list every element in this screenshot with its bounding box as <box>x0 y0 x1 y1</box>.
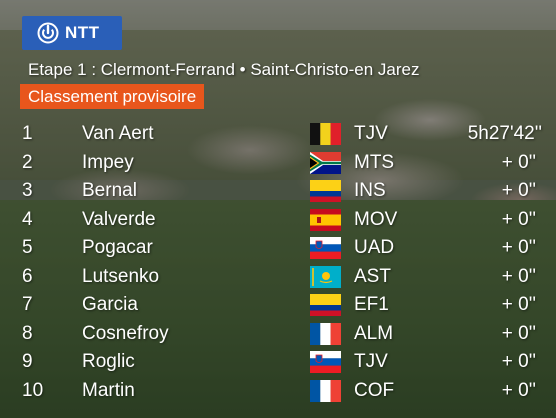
field <box>0 200 556 418</box>
logo-text: NTT <box>65 23 100 42</box>
standings-row: 9 Roglic TJV + 0'' <box>0 348 556 377</box>
rider-position: 2 <box>22 151 33 173</box>
team-code: AST <box>354 265 391 287</box>
rider-time: + 0'' <box>501 294 536 315</box>
rider-position: 3 <box>22 180 33 201</box>
rider-position: 9 <box>22 351 33 372</box>
rider-name: Garcia <box>82 294 138 315</box>
standings-row: 4 Valverde MOV + 0'' <box>0 206 556 235</box>
team-code: TJV <box>354 123 388 144</box>
rider-name: Bernal <box>82 180 137 201</box>
standings-row: 2 Impey MTS + 0'' <box>0 149 556 178</box>
standings-row: 6 Lutsenko AST + 0'' <box>0 263 556 292</box>
standings-table: 1 Van Aert TJV 5h27'42'' 2 Impey MTS + 0… <box>0 120 556 405</box>
rider-name: Roglic <box>82 351 135 372</box>
rider-time: + 0'' <box>501 151 536 173</box>
rider-time: + 0'' <box>501 351 536 372</box>
slovenia-flag-icon <box>310 237 341 259</box>
rider-name: Impey <box>82 151 134 173</box>
belgium-flag-icon <box>310 123 341 145</box>
rider-time: 5h27'42'' <box>467 123 542 144</box>
slovenia-flag-icon <box>310 351 341 373</box>
rider-name: Martin <box>82 379 135 401</box>
rider-name: Van Aert <box>82 123 154 144</box>
spain-flag-icon <box>310 208 341 231</box>
rider-position: 7 <box>22 294 33 315</box>
power-icon <box>37 22 59 44</box>
section-label: Classement provisoire <box>20 84 205 109</box>
stage-title: Etape 1 : Clermont-Ferrand • Saint-Chris… <box>28 60 420 79</box>
team-code: UAD <box>354 237 395 258</box>
rider-position: 8 <box>22 322 33 344</box>
standings-row: 7 Garcia EF1 + 0'' <box>0 291 556 320</box>
rider-name: Valverde <box>82 208 156 230</box>
team-code: ALM <box>354 322 394 344</box>
broadcaster-logo: NTT <box>22 16 122 50</box>
rider-time: + 0'' <box>501 180 536 201</box>
colombia-flag-icon <box>310 294 341 316</box>
south-africa-flag-icon <box>310 151 341 174</box>
standings-row: 1 Van Aert TJV 5h27'42'' <box>0 120 556 149</box>
rider-name: Cosnefroy <box>82 322 169 344</box>
standings-row: 5 Pogacar UAD + 0'' <box>0 234 556 263</box>
rider-name: Lutsenko <box>82 265 160 287</box>
france-flag-icon <box>310 379 341 402</box>
france-flag-icon <box>310 322 341 345</box>
rider-position: 1 <box>22 123 33 144</box>
rider-time: + 0'' <box>501 265 536 287</box>
standings-row: 10 Martin COF + 0'' <box>0 377 556 406</box>
rider-position: 6 <box>22 265 33 287</box>
kazakhstan-flag-icon <box>310 265 341 288</box>
rider-time: + 0'' <box>501 208 536 230</box>
team-code: EF1 <box>354 294 389 315</box>
rider-position: 4 <box>22 208 33 230</box>
team-code: MTS <box>354 151 395 173</box>
team-code: TJV <box>354 351 388 372</box>
team-code: INS <box>354 180 386 201</box>
rider-name: Pogacar <box>82 237 153 258</box>
colombia-flag-icon <box>310 180 341 202</box>
rider-position: 5 <box>22 237 33 258</box>
rider-time: + 0'' <box>501 379 536 401</box>
team-code: MOV <box>354 208 398 230</box>
standings-row: 3 Bernal INS + 0'' <box>0 177 556 206</box>
rider-position: 10 <box>22 379 44 401</box>
standings-row: 8 Cosnefroy ALM + 0'' <box>0 320 556 349</box>
team-code: COF <box>354 379 395 401</box>
rider-time: + 0'' <box>501 237 536 258</box>
rider-time: + 0'' <box>501 322 536 344</box>
